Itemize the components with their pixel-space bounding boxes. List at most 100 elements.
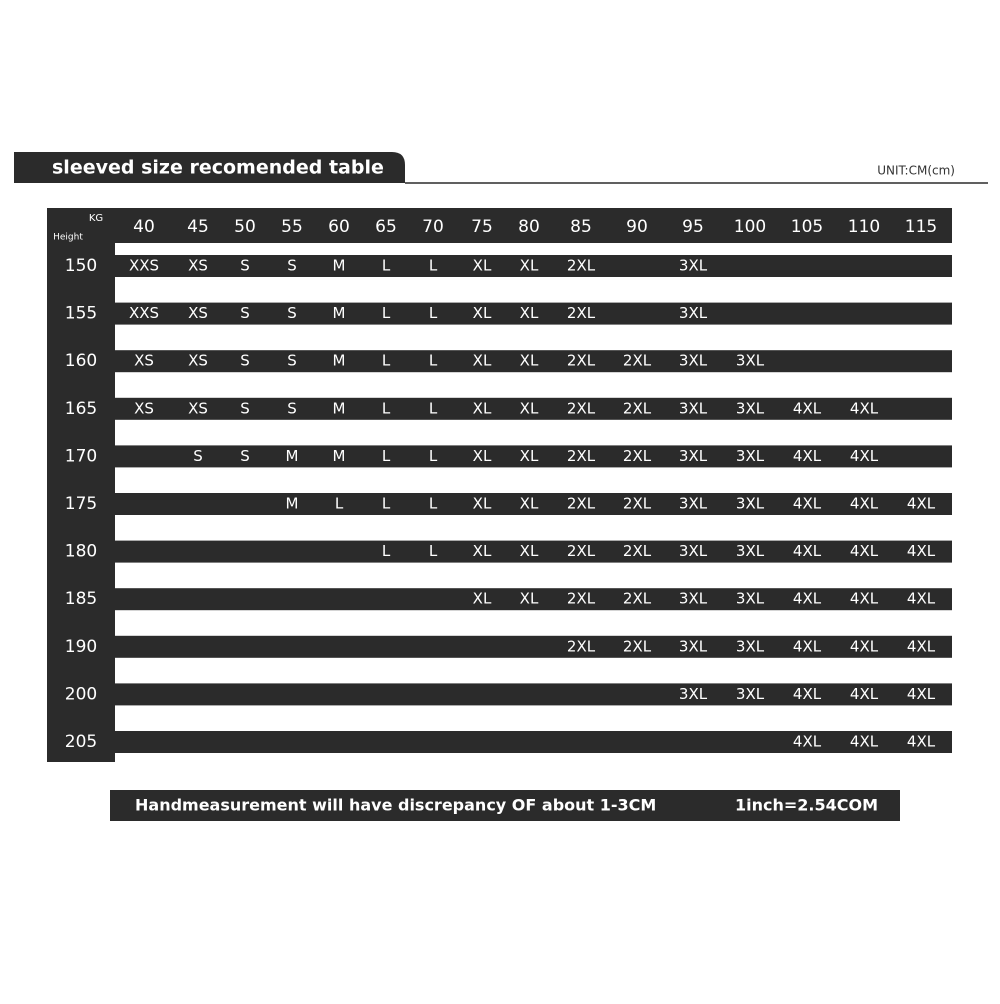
row-stripe	[115, 683, 952, 706]
unit: UNIT:CM(cm)	[877, 164, 955, 178]
size-cell: 2XL	[567, 590, 596, 608]
size-cell: 3XL	[736, 542, 765, 560]
size-cell: L	[382, 447, 391, 465]
row-stripe	[115, 302, 952, 325]
size-cell: 4XL	[850, 542, 879, 560]
size-cell: XL	[520, 257, 539, 275]
size-cell: 4XL	[793, 447, 822, 465]
row-stripe	[115, 255, 952, 277]
size-cell: XL	[520, 352, 539, 370]
size-cell: L	[382, 352, 391, 370]
size-cell: 3XL	[679, 399, 708, 417]
size-cell: XS	[134, 399, 154, 417]
row-stripe	[115, 350, 952, 373]
footer-note: Handmeasurement will have discrepancy OF…	[135, 796, 656, 815]
size-cell: 4XL	[907, 590, 936, 608]
row-stripe	[115, 731, 952, 753]
size-cell: L	[429, 304, 438, 322]
row-stripe	[115, 445, 952, 468]
size-cell: 3XL	[679, 542, 708, 560]
size-cell: XL	[473, 542, 492, 560]
size-cell: 2XL	[567, 304, 596, 322]
size-cell: 4XL	[907, 495, 936, 513]
column-header: 45	[187, 217, 209, 237]
size-cell: XS	[134, 352, 154, 370]
size-cell: XL	[520, 495, 539, 513]
size-cell: XXS	[129, 257, 159, 275]
size-cell: L	[429, 399, 438, 417]
size-cell: XL	[473, 590, 492, 608]
size-cell: 2XL	[623, 495, 652, 513]
row-label: 190	[65, 637, 97, 657]
size-cell: 4XL	[907, 733, 936, 751]
column-header: 50	[234, 217, 256, 237]
size-cell: 4XL	[907, 685, 936, 703]
size-cell: XXS	[129, 304, 159, 322]
size-cell: 2XL	[567, 257, 596, 275]
size-cell: L	[429, 447, 438, 465]
size-cell: 3XL	[679, 304, 708, 322]
column-header: 105	[791, 217, 823, 237]
size-cell: L	[429, 352, 438, 370]
size-cell: L	[382, 542, 391, 560]
row-label: 200	[65, 684, 97, 704]
size-cell: 3XL	[679, 352, 708, 370]
row-label: 180	[65, 542, 97, 562]
size-cell: 2XL	[623, 590, 652, 608]
size-cell: 4XL	[793, 733, 822, 751]
size-cell: L	[429, 495, 438, 513]
size-cell: L	[382, 304, 391, 322]
size-cell: 3XL	[736, 399, 765, 417]
size-cell: 3XL	[736, 685, 765, 703]
row-stripe	[115, 493, 952, 515]
size-cell: L	[429, 542, 438, 560]
column-header: 95	[682, 217, 704, 237]
column-header: 55	[281, 217, 303, 237]
table-body: 40 45 50 55 60 65 70 75 80 85 90 95 100 105 110 115 150 X…	[65, 217, 952, 753]
size-cell: S	[240, 399, 250, 417]
size-cell: 2XL	[567, 495, 596, 513]
size-cell: 4XL	[793, 542, 822, 560]
size-cell: XL	[473, 352, 492, 370]
row-label: 155	[65, 304, 97, 324]
size-cell: M	[333, 447, 346, 465]
size-cell: M	[286, 495, 299, 513]
footer-conversion: 1inch=2.54COM	[735, 796, 878, 815]
size-cell: 3XL	[736, 590, 765, 608]
title-tab	[14, 152, 405, 183]
column-header: 110	[848, 217, 880, 237]
column-header: 100	[734, 217, 766, 237]
size-cell: 4XL	[850, 495, 879, 513]
size-cell: 2XL	[623, 352, 652, 370]
column-header: 65	[375, 217, 397, 237]
size-cell: 2XL	[567, 542, 596, 560]
size-cell: 2XL	[623, 542, 652, 560]
size-cell: 4XL	[850, 637, 879, 655]
row-stripe	[115, 635, 952, 658]
size-cell: 4XL	[793, 399, 822, 417]
size-cell: 2XL	[623, 637, 652, 655]
size-cell: 4XL	[907, 637, 936, 655]
size-cell: M	[333, 304, 346, 322]
column-header: 40	[133, 217, 155, 237]
size-cell: 2XL	[567, 447, 596, 465]
size-cell: XL	[473, 495, 492, 513]
column-header: 60	[328, 217, 350, 237]
size-cell: XL	[520, 542, 539, 560]
size-cell: 3XL	[679, 590, 708, 608]
footer-bar	[110, 790, 900, 821]
size-cell: 4XL	[850, 590, 879, 608]
size-cell: S	[287, 352, 297, 370]
size-cell: L	[335, 495, 344, 513]
row-label: 150	[65, 256, 97, 276]
row-label: 205	[65, 732, 97, 752]
size-cell: S	[240, 447, 250, 465]
size-cell: XL	[520, 447, 539, 465]
size-cell: L	[382, 399, 391, 417]
size-cell: 4XL	[850, 447, 879, 465]
size-cell: XS	[188, 304, 208, 322]
size-cell: XL	[520, 590, 539, 608]
size-cell: XS	[188, 352, 208, 370]
size-cell: 3XL	[679, 447, 708, 465]
